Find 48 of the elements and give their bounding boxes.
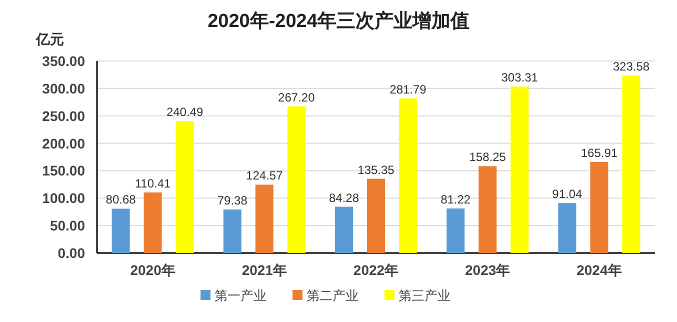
bar [590, 162, 608, 253]
y-tick-label: 100.00 [42, 190, 86, 206]
data-label: 323.58 [612, 59, 650, 74]
y-tick-label: 350.00 [42, 53, 86, 69]
x-tick-label: 2020年 [130, 262, 176, 278]
x-tick-label: 2023年 [465, 262, 510, 278]
data-label: 281.79 [390, 82, 427, 96]
legend-label: 第三产业 [398, 288, 450, 303]
data-label: 124.57 [246, 168, 284, 183]
bar [510, 86, 529, 253]
bar [144, 192, 162, 253]
data-label: 240.49 [166, 105, 204, 120]
data-label: 165.91 [580, 146, 618, 160]
bar [223, 209, 242, 253]
y-tick-label: 0.00 [58, 245, 86, 261]
data-label: 158.25 [469, 150, 506, 164]
bar [287, 106, 306, 253]
data-label: 84.28 [328, 190, 360, 205]
bar [176, 121, 194, 253]
y-tick-label: 200.00 [42, 135, 86, 152]
x-tick-label: 2024年 [576, 262, 622, 278]
legend-label: 第一产业 [214, 288, 266, 303]
bar [558, 203, 576, 253]
legend-label: 第二产业 [306, 288, 358, 303]
data-label: 135.35 [358, 162, 395, 177]
y-tick-label: 50.00 [50, 218, 86, 234]
data-label: 91.04 [552, 187, 583, 202]
x-tick-label: 2022年 [353, 262, 399, 278]
bar [446, 208, 465, 253]
x-tick-label: 2021年 [242, 262, 287, 278]
data-label: 80.68 [106, 192, 136, 207]
bar [622, 75, 640, 253]
y-tick-label: 250.00 [42, 108, 86, 124]
bar [478, 166, 497, 253]
bar [399, 98, 417, 253]
data-label: 110.41 [134, 176, 172, 190]
data-label: 303.31 [501, 70, 538, 85]
bar [335, 206, 353, 253]
data-label: 79.38 [217, 193, 248, 208]
bar [255, 184, 274, 253]
data-label: 81.22 [440, 192, 471, 206]
y-tick-label: 150.00 [42, 162, 86, 179]
data-label: 267.20 [278, 90, 316, 104]
bar [112, 208, 130, 253]
y-axis-title: 亿元 [35, 31, 64, 47]
bar [367, 178, 385, 253]
y-tick-label: 300.00 [42, 80, 86, 96]
chart-title: 2020年-2024年三次产业增加值 [208, 10, 470, 32]
